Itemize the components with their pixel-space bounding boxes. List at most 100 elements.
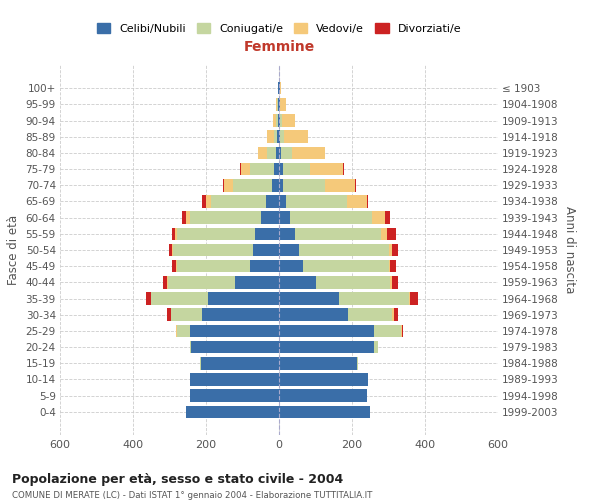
Bar xyxy=(284,130,308,143)
Bar xyxy=(191,341,279,353)
Bar xyxy=(274,163,279,175)
Bar xyxy=(200,357,279,370)
Bar xyxy=(280,98,286,110)
Bar xyxy=(278,98,279,110)
Bar xyxy=(283,179,325,192)
Bar xyxy=(151,292,208,305)
Bar xyxy=(267,146,276,159)
Bar xyxy=(146,292,151,305)
Bar xyxy=(182,212,186,224)
Bar xyxy=(175,228,177,240)
Bar xyxy=(280,114,282,127)
Bar xyxy=(343,163,344,175)
Bar xyxy=(223,179,224,192)
Bar xyxy=(190,341,191,353)
Bar xyxy=(173,244,253,256)
Bar xyxy=(239,163,241,175)
Bar xyxy=(392,276,398,288)
Bar xyxy=(190,212,261,224)
Bar xyxy=(274,130,277,143)
Bar xyxy=(279,260,303,272)
Bar xyxy=(277,130,279,143)
Bar xyxy=(278,114,279,127)
Text: Femmine: Femmine xyxy=(244,40,314,54)
Bar xyxy=(202,195,206,208)
Bar xyxy=(283,163,310,175)
Bar xyxy=(279,163,283,175)
Bar xyxy=(282,114,295,127)
Bar xyxy=(163,276,167,288)
Bar xyxy=(267,130,274,143)
Bar xyxy=(367,195,368,208)
Bar xyxy=(279,179,283,192)
Bar xyxy=(381,228,386,240)
Bar xyxy=(374,324,401,337)
Bar xyxy=(279,357,358,370)
Bar xyxy=(279,308,349,321)
Y-axis label: Fasce di età: Fasce di età xyxy=(7,215,20,285)
Bar xyxy=(279,228,295,240)
Bar xyxy=(211,195,266,208)
Bar xyxy=(190,324,279,337)
Bar xyxy=(278,82,279,94)
Bar xyxy=(392,244,398,256)
Bar xyxy=(190,390,279,402)
Bar xyxy=(258,146,267,159)
Bar xyxy=(241,163,250,175)
Bar xyxy=(208,292,279,305)
Bar xyxy=(177,228,255,240)
Bar xyxy=(310,163,343,175)
Bar xyxy=(250,260,279,272)
Bar xyxy=(279,114,280,127)
Bar xyxy=(409,292,410,305)
Bar xyxy=(279,406,370,418)
Bar xyxy=(279,276,316,288)
Text: COMUNE DI MERATE (LC) - Dati ISTAT 1° gennaio 2004 - Elaborazione TUTTITALIA.IT: COMUNE DI MERATE (LC) - Dati ISTAT 1° ge… xyxy=(12,491,373,500)
Bar xyxy=(255,228,279,240)
Bar xyxy=(279,195,286,208)
Bar xyxy=(186,212,190,224)
Bar xyxy=(276,98,277,110)
Bar xyxy=(172,244,173,256)
Bar xyxy=(279,373,368,386)
Bar xyxy=(394,308,398,321)
Bar xyxy=(279,244,299,256)
Bar xyxy=(286,195,347,208)
Bar xyxy=(253,244,279,256)
Bar xyxy=(233,179,272,192)
Bar xyxy=(391,260,396,272)
Bar xyxy=(279,324,374,337)
Bar xyxy=(177,324,190,337)
Bar xyxy=(339,292,409,305)
Bar xyxy=(202,308,279,321)
Bar xyxy=(316,276,391,288)
Bar xyxy=(349,308,392,321)
Bar xyxy=(299,244,389,256)
Bar xyxy=(279,390,367,402)
Bar xyxy=(401,324,402,337)
Bar xyxy=(186,406,279,418)
Bar xyxy=(279,130,280,143)
Bar xyxy=(206,195,211,208)
Bar xyxy=(391,276,392,288)
Bar xyxy=(266,195,279,208)
Bar xyxy=(177,260,250,272)
Bar xyxy=(279,341,374,353)
Bar xyxy=(276,114,278,127)
Bar xyxy=(172,228,175,240)
Bar xyxy=(389,244,392,256)
Bar xyxy=(280,82,281,94)
Bar xyxy=(224,179,233,192)
Bar xyxy=(410,292,418,305)
Bar xyxy=(292,146,325,159)
Y-axis label: Anni di nascita: Anni di nascita xyxy=(563,206,575,294)
Bar xyxy=(279,212,290,224)
Bar xyxy=(167,308,170,321)
Bar xyxy=(295,228,381,240)
Bar xyxy=(261,212,279,224)
Bar xyxy=(169,244,172,256)
Bar xyxy=(325,179,355,192)
Bar xyxy=(235,276,279,288)
Bar xyxy=(290,212,372,224)
Bar xyxy=(276,146,279,159)
